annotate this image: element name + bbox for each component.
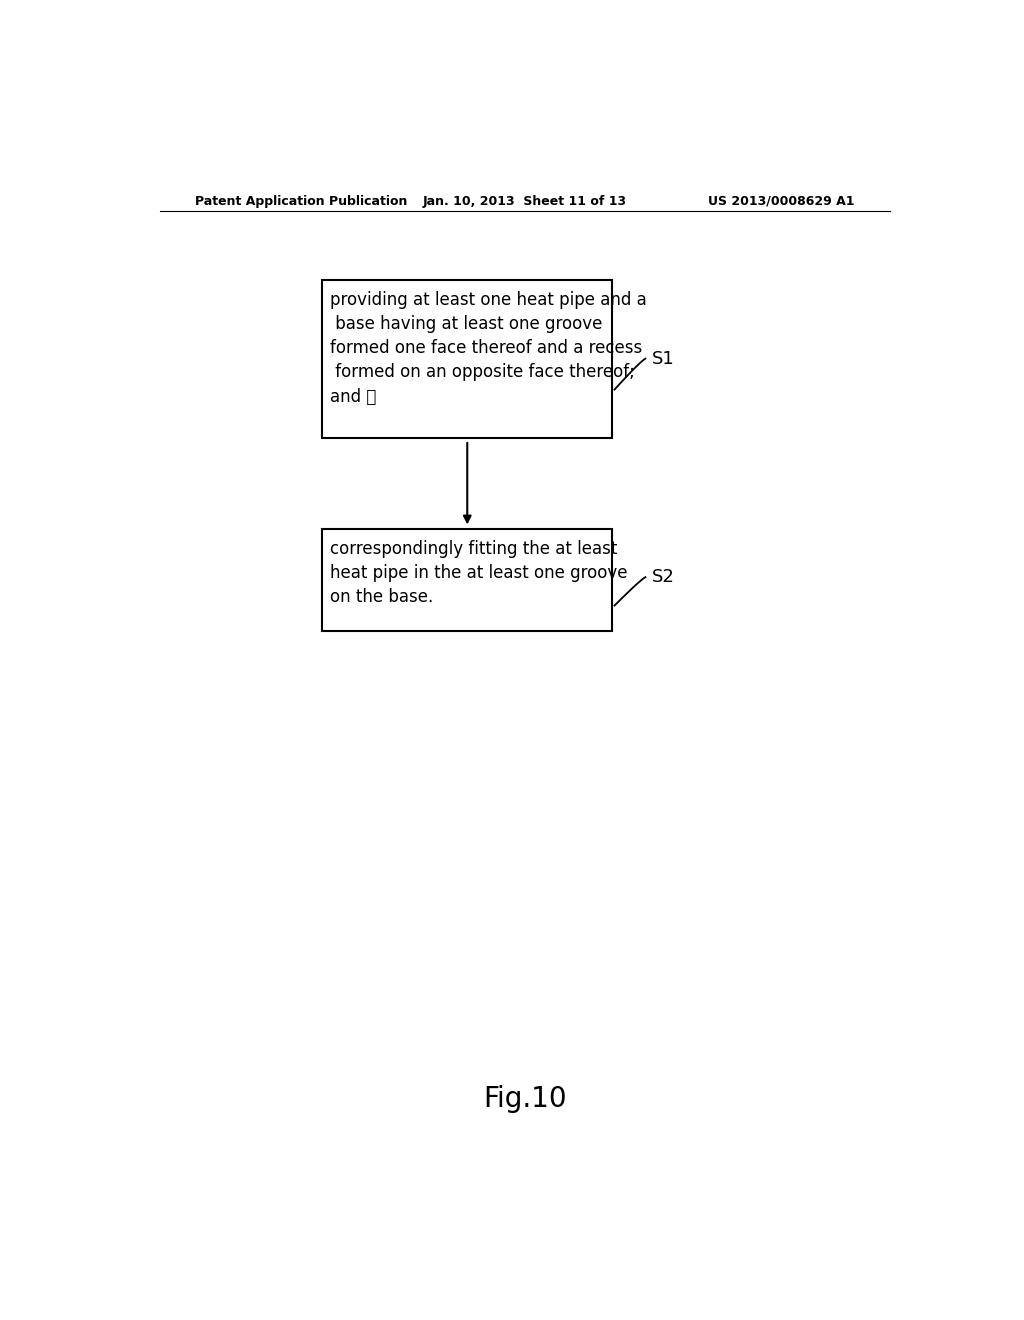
FancyBboxPatch shape (323, 529, 612, 631)
Text: US 2013/0008629 A1: US 2013/0008629 A1 (708, 194, 854, 207)
FancyBboxPatch shape (323, 280, 612, 438)
Text: S2: S2 (652, 568, 675, 586)
Text: Jan. 10, 2013  Sheet 11 of 13: Jan. 10, 2013 Sheet 11 of 13 (423, 194, 627, 207)
Text: correspondingly fitting the at least
heat pipe in the at least one groove
on the: correspondingly fitting the at least hea… (331, 540, 628, 606)
Text: S1: S1 (652, 350, 675, 368)
Text: Fig.10: Fig.10 (483, 1085, 566, 1113)
Text: Patent Application Publication: Patent Application Publication (196, 194, 408, 207)
Text: providing at least one heat pipe and a
 base having at least one groove
formed o: providing at least one heat pipe and a b… (331, 290, 647, 405)
